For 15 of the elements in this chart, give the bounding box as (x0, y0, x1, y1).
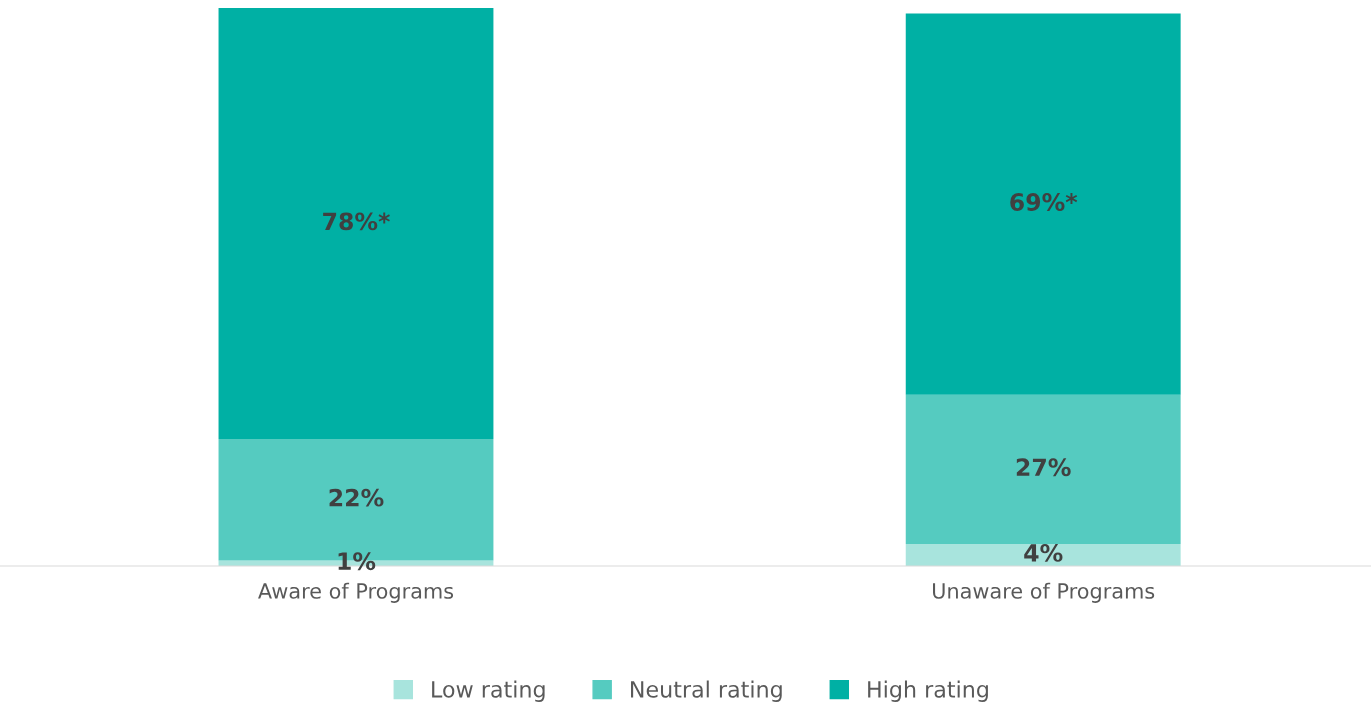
data-label: 1% (338, 552, 376, 571)
legend-label: Low rating (432, 680, 545, 702)
data-label: 27% (1016, 458, 1071, 477)
x-tick-label: Unaware of Programs (933, 582, 1155, 603)
data-label: 4% (1024, 543, 1063, 562)
x-tick-label: Aware of Programs (258, 582, 454, 603)
data-label: 69%* (1010, 193, 1078, 211)
data-label: 22% (329, 488, 384, 507)
legend-label: Neutral rating (631, 680, 782, 702)
bar (905, 543, 1181, 567)
bar (218, 7, 494, 439)
bar (905, 394, 1181, 544)
bar (905, 13, 1181, 395)
data-label: 78%* (323, 212, 390, 231)
legend-label: High rating (868, 680, 988, 702)
